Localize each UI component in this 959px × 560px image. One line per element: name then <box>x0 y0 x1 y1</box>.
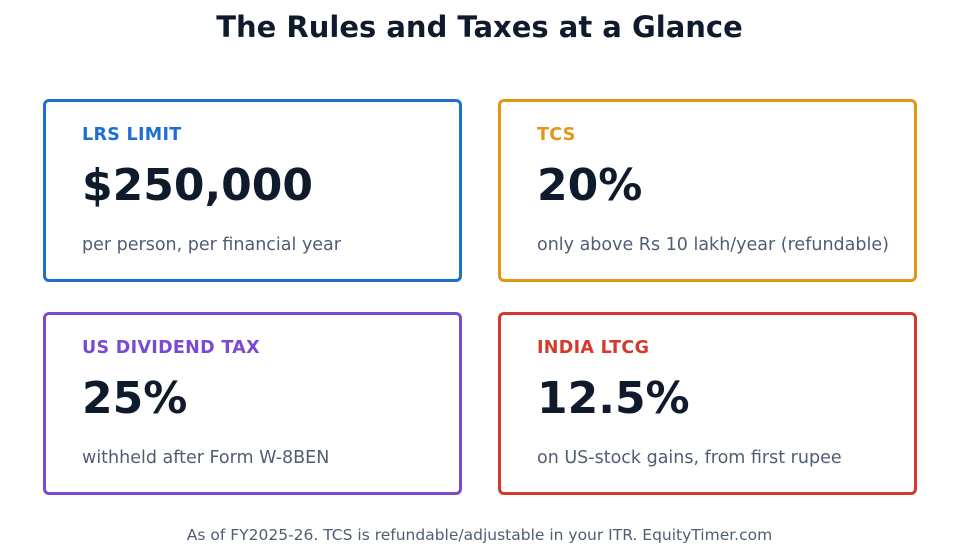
card-description: on US-stock gains, from first rupee <box>537 448 842 468</box>
india-ltcg-card: INDIA LTCG 12.5% on US-stock gains, from… <box>498 312 917 495</box>
card-value: 20% <box>537 160 643 211</box>
card-description: only above Rs 10 lakh/year (refundable) <box>537 235 889 255</box>
card-value: 25% <box>82 373 188 424</box>
card-value: 12.5% <box>537 373 690 424</box>
footer-note: As of FY2025-26. TCS is refundable/adjus… <box>186 526 773 544</box>
card-description: withheld after Form W-8BEN <box>82 448 330 468</box>
card-value: $250,000 <box>82 160 314 211</box>
us-dividend-tax-card: US DIVIDEND TAX 25% withheld after Form … <box>43 312 462 495</box>
lrs-limit-card: LRS LIMIT $250,000 per person, per finan… <box>43 99 462 282</box>
card-label: INDIA LTCG <box>537 338 650 358</box>
card-label: LRS LIMIT <box>82 125 182 145</box>
page-title: The Rules and Taxes at a Glance <box>216 10 743 44</box>
card-label: US DIVIDEND TAX <box>82 338 260 358</box>
tcs-card: TCS 20% only above Rs 10 lakh/year (refu… <box>498 99 917 282</box>
card-label: TCS <box>537 125 576 145</box>
card-description: per person, per financial year <box>82 235 341 255</box>
